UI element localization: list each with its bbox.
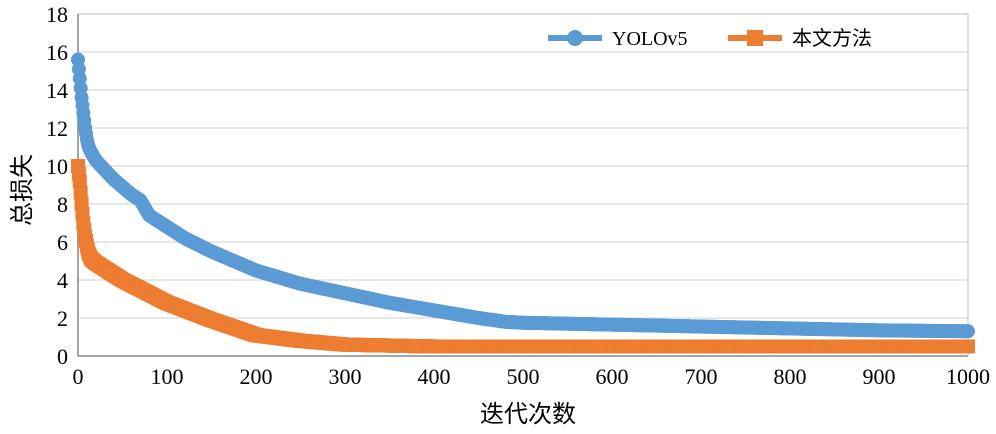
- legend-label: YOLOv5: [612, 28, 688, 50]
- data-point: [961, 324, 975, 339]
- grid: [78, 13, 968, 357]
- y-tick-label: 2: [57, 306, 68, 331]
- legend-item: 本文方法: [728, 26, 872, 50]
- y-axis-ticks: 0 2 4 6 8 10 12 14 16 18: [46, 2, 68, 369]
- x-tick-label: 300: [329, 364, 362, 389]
- series-layer: [71, 52, 975, 354]
- x-tick-label: 400: [418, 364, 451, 389]
- y-tick-label: 18: [46, 2, 68, 27]
- y-tick-label: 12: [46, 116, 68, 141]
- x-tick-label: 100: [151, 364, 184, 389]
- legend-marker: [747, 30, 763, 46]
- legend-label: 本文方法: [792, 26, 872, 50]
- data-point: [961, 339, 975, 354]
- x-tick-label: 200: [240, 364, 273, 389]
- x-axis-title: 迭代次数: [480, 400, 576, 428]
- plot-frame: [77, 13, 969, 357]
- plot-border: [77, 13, 969, 357]
- legend-item: YOLOv5: [548, 28, 688, 50]
- data-point: [72, 174, 87, 189]
- x-tick-label: 800: [774, 364, 807, 389]
- x-tick-label: 900: [863, 364, 896, 389]
- y-axis-title: 总损失: [8, 154, 36, 226]
- legend: YOLOv5 本文方法: [548, 26, 872, 50]
- y-tick-label: 8: [57, 192, 68, 217]
- y-tick-label: 0: [57, 344, 68, 369]
- x-tick-label: 0: [73, 364, 84, 389]
- legend-marker: [567, 30, 583, 46]
- series-yolov5: [71, 52, 975, 339]
- y-tick-label: 4: [57, 268, 68, 293]
- y-tick-label: 10: [46, 154, 68, 179]
- x-tick-label: 600: [596, 364, 629, 389]
- x-axis-ticks: 0 100 200 300 400 500 600 700 800 900 1000: [73, 364, 991, 389]
- series-proposed-method: [71, 159, 975, 354]
- x-tick-label: 1000: [946, 364, 990, 389]
- y-tick-label: 14: [46, 78, 68, 103]
- y-tick-label: 6: [57, 230, 68, 255]
- y-tick-label: 16: [46, 40, 68, 65]
- x-tick-label: 700: [685, 364, 718, 389]
- series-line: [75, 56, 971, 335]
- data-point: [73, 185, 88, 200]
- x-tick-label: 500: [507, 364, 540, 389]
